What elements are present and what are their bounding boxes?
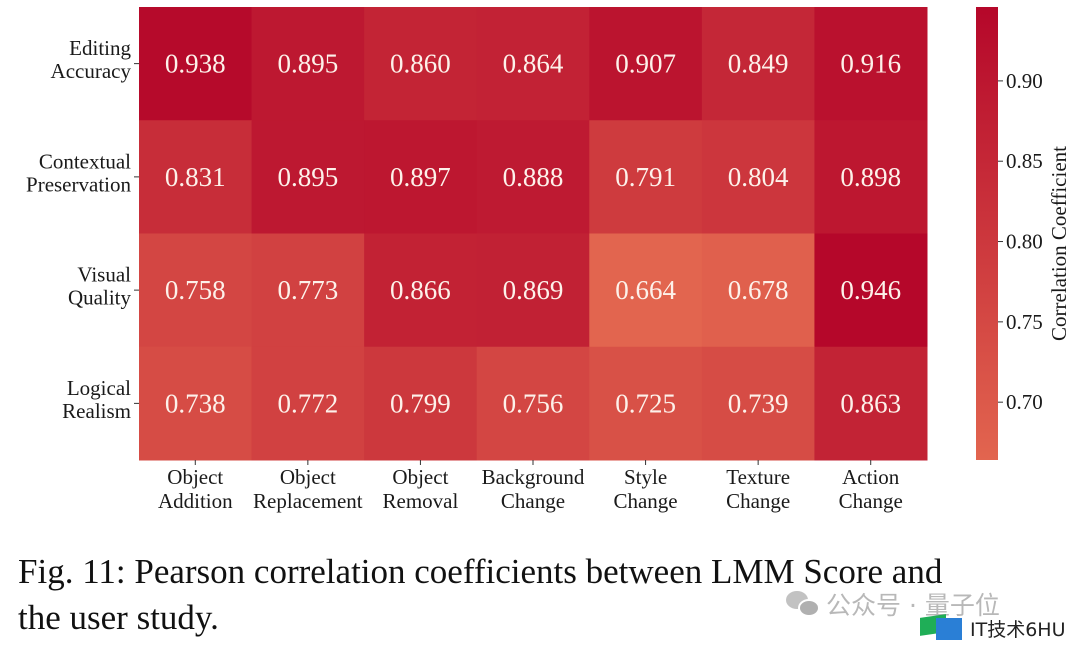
heatmap-cell: [251, 346, 365, 461]
cell-value-label: 0.907: [615, 49, 676, 79]
cell-value-label: 0.895: [277, 162, 338, 192]
heatmap-cell: [251, 233, 365, 348]
heatmap-cell: [589, 233, 703, 348]
cell-value-label: 0.772: [277, 388, 338, 418]
heatmap-cell: [589, 7, 703, 121]
wechat-watermark-text: 公众号 · 量子位: [826, 591, 1000, 620]
heatmap-cell: [701, 346, 815, 461]
heatmap-cell: [364, 120, 478, 234]
heatmap-cell: [139, 346, 253, 461]
cell-value-label: 0.791: [615, 162, 676, 192]
cell-value-label: 0.739: [728, 388, 789, 418]
heatmap-cell: [814, 7, 928, 121]
cell-value-label: 0.831: [165, 162, 226, 192]
heatmap-cell: [814, 346, 928, 461]
column-label: Object Removal: [383, 465, 459, 513]
caption-line-2: the user study.: [18, 598, 219, 637]
wechat-icon: [786, 591, 820, 617]
heatmap-cell: [364, 233, 478, 348]
cell-value-label: 0.773: [277, 275, 338, 305]
cell-value-label: 0.916: [840, 49, 901, 79]
cell-value-label: 0.895: [277, 49, 338, 79]
cell-value-label: 0.849: [728, 49, 789, 79]
column-label: Style Change: [613, 465, 677, 513]
row-label: Visual Quality: [68, 263, 131, 310]
cell-value-label: 0.897: [390, 162, 451, 192]
cell-value-label: 0.863: [840, 388, 901, 418]
wechat-watermark: 公众号 · 量子位: [786, 586, 1000, 622]
cell-value-label: 0.758: [165, 275, 226, 305]
cell-value-label: 0.866: [390, 275, 451, 305]
heatmap-chart: 0.938 0.895 0.860 0.864 0.907 0.849 0.916 0.831…: [26, 7, 1071, 513]
heatmap-cell: [701, 233, 815, 348]
site-watermark-text: IT技术6HU: [970, 618, 1066, 641]
heatmap-cell: [476, 233, 590, 348]
heatmap-cell: [476, 346, 590, 461]
colorbar-tick-label: 0.70: [1006, 390, 1043, 414]
row-label: Logical Realism: [62, 376, 131, 423]
heatmap-cell: [139, 120, 253, 234]
colorbar-gradient: [976, 7, 998, 460]
cell-value-label: 0.725: [615, 388, 676, 418]
cell-value-label: 0.860: [390, 49, 451, 79]
column-label: Background Change: [482, 465, 585, 513]
heatmap-cell: [701, 7, 815, 121]
cell-value-label: 0.946: [840, 275, 901, 305]
row-label: Contextual Preservation: [26, 149, 131, 196]
cell-value-label: 0.864: [503, 49, 564, 79]
caption-line-1: Fig. 11: Pearson correlation coefficient…: [18, 552, 943, 591]
figure-caption: Fig. 11: Pearson correlation coefficient…: [18, 549, 1068, 641]
heatmap-cell: [814, 233, 928, 348]
site-logo-icon: [920, 614, 964, 642]
heatmap-cell: [589, 120, 703, 234]
cell-value-label: 0.888: [503, 162, 564, 192]
column-label: Texture Change: [726, 465, 790, 513]
cell-value-label: 0.664: [615, 275, 676, 305]
heatmap-cell: [139, 233, 253, 348]
column-labels: Object Addition Object Replacement Object Rem…: [158, 460, 903, 513]
heatmap-cell: [814, 120, 928, 234]
colorbar-tick-label: 0.90: [1006, 69, 1043, 93]
cell-value-label: 0.898: [840, 162, 901, 192]
cell-value-label: 0.738: [165, 388, 226, 418]
column-label: Object Replacement: [253, 465, 363, 513]
heatmap-cell: [364, 7, 478, 121]
heatmap-cell: [251, 7, 365, 121]
colorbar: 0.70 0.75 0.80 0.85 0.90 Correlation Coeffic…: [976, 7, 1071, 460]
colorbar-tick-label: 0.85: [1006, 149, 1043, 173]
heatmap-cell: [701, 120, 815, 234]
cell-value-label: 0.938: [165, 49, 226, 79]
cell-value-label: 0.678: [728, 275, 789, 305]
heatmap-cell: [476, 7, 590, 121]
heatmap-cell: [589, 346, 703, 461]
colorbar-label: Correlation Coefficient: [1047, 146, 1071, 341]
heatmap-cell: [476, 120, 590, 234]
heatmap-cell: [139, 7, 253, 121]
heatmap-cells: 0.938 0.895 0.860 0.864 0.907 0.849 0.916 0.831…: [139, 7, 928, 461]
cell-value-label: 0.804: [728, 162, 789, 192]
cell-value-label: 0.756: [503, 388, 564, 418]
colorbar-tick-label: 0.75: [1006, 310, 1043, 334]
colorbar-ticks: 0.70 0.75 0.80 0.85 0.90: [998, 69, 1043, 414]
column-label: Object Addition: [158, 465, 233, 513]
colorbar-tick-label: 0.80: [1006, 230, 1043, 254]
cell-value-label: 0.799: [390, 388, 451, 418]
column-label: Action Change: [839, 465, 903, 513]
site-watermark: IT技术6HU: [920, 614, 1066, 642]
row-labels: Editing Accuracy Contextual Preservation Vis…: [26, 36, 139, 423]
row-label: Editing Accuracy: [51, 36, 132, 83]
cell-value-label: 0.869: [503, 275, 564, 305]
heatmap-cell: [364, 346, 478, 461]
heatmap-cell: [251, 120, 365, 234]
